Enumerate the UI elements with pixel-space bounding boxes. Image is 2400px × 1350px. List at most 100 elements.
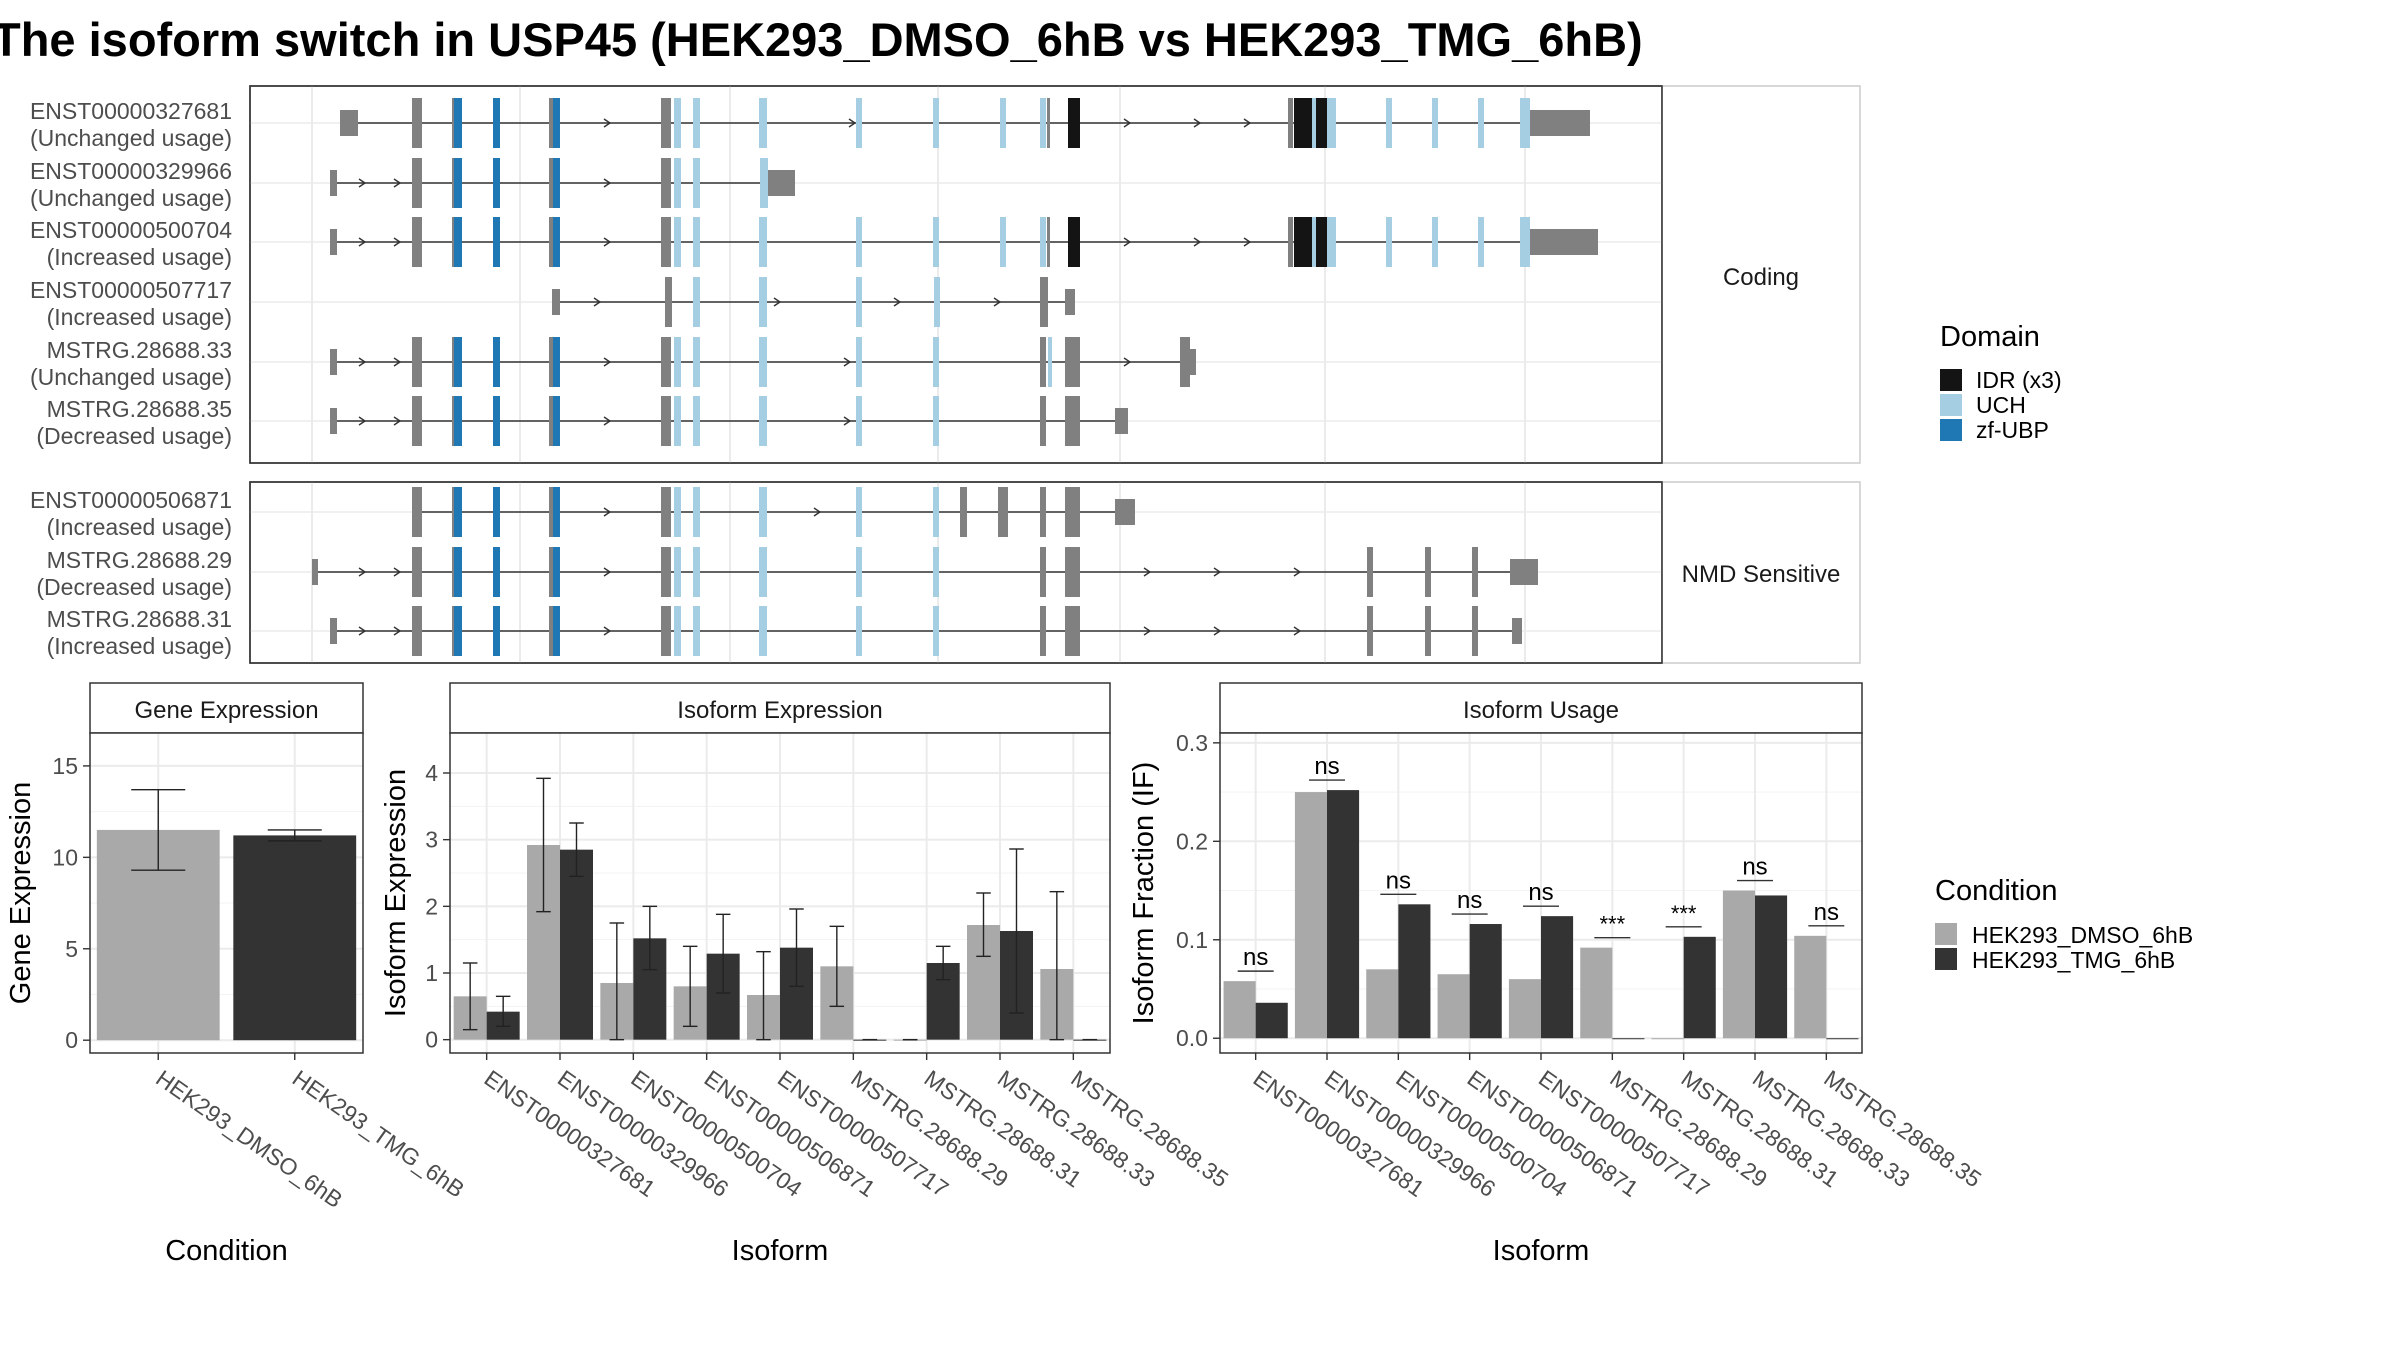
direction-arrow [603, 507, 612, 517]
direction-arrow [603, 357, 612, 367]
exon-box [998, 487, 1008, 537]
exon-box [1425, 547, 1431, 597]
domain-exon-box [1520, 98, 1530, 148]
domain-exon-box [1327, 98, 1336, 148]
y-tick-label: 1 [425, 960, 438, 986]
direction-arrow [603, 118, 612, 128]
exon-box [452, 158, 455, 208]
bar [1755, 895, 1788, 1039]
direction-arrow [1143, 567, 1152, 577]
facet-strip [1661, 85, 1861, 464]
domain-exon-box [759, 547, 767, 597]
domain-exon-box [493, 98, 500, 148]
exon-box [330, 229, 337, 255]
legend-swatch-uch [1940, 394, 1962, 416]
domain-exon-box [693, 98, 700, 148]
isoform-id-label: MSTRG.28688.35 [47, 396, 232, 422]
direction-arrow [393, 416, 402, 426]
significance-label: ns [1742, 854, 1767, 881]
exon-box [549, 547, 553, 597]
direction-arrow [848, 118, 857, 128]
exon-box [960, 487, 967, 537]
isoform-usage-label: (Decreased usage) [36, 574, 232, 600]
direction-arrow [358, 416, 367, 426]
domain-exon-box [759, 277, 767, 327]
bar [1826, 1038, 1859, 1040]
exon-box [661, 547, 671, 597]
bar [1437, 974, 1470, 1039]
direction-arrow [1123, 357, 1132, 367]
chart-title: Isoform Usage [1463, 697, 1619, 724]
domain-exon-box [693, 547, 700, 597]
domain-exon-box [1000, 217, 1006, 267]
domain-exon-box [856, 277, 862, 327]
direction-arrow [843, 416, 852, 426]
domain-legend-title: Domain [1940, 321, 2040, 353]
direction-arrow [358, 626, 367, 636]
exon-box [1472, 547, 1478, 597]
exon-box [1472, 606, 1478, 656]
exon-box [330, 618, 337, 644]
domain-exon-box [493, 487, 500, 537]
significance-label: ns [1814, 899, 1839, 926]
exon-box [412, 98, 422, 148]
domain-exon-box [1327, 217, 1336, 267]
domain-exon-box [454, 337, 462, 387]
domain-exon-box [493, 396, 500, 446]
exon-box [412, 487, 422, 537]
bar [1580, 947, 1613, 1039]
chart-title: Isoform Expression [677, 697, 882, 724]
exon-box [661, 217, 671, 267]
domain-exon-box [674, 158, 681, 208]
exon-box [452, 217, 455, 267]
bar [1398, 904, 1431, 1039]
exon-box [452, 396, 455, 446]
domain-exon-box [933, 487, 939, 537]
bar [1508, 979, 1541, 1039]
significance-label: ns [1243, 944, 1268, 971]
direction-arrow [1123, 118, 1132, 128]
bar [1722, 890, 1755, 1039]
domain-exon-box [856, 487, 862, 537]
exon-box [1530, 110, 1590, 136]
direction-arrow [1123, 237, 1132, 247]
isoform-usage-label: (Increased usage) [47, 633, 232, 659]
bar [1327, 790, 1360, 1039]
exon-box [1040, 606, 1046, 656]
isoform-usage-label: (Unchanged usage) [30, 364, 232, 390]
exon-box [1530, 229, 1598, 255]
domain-exon-box [454, 396, 462, 446]
exon-box [661, 606, 671, 656]
domain-exon-box [1432, 98, 1438, 148]
domain-exon-box [693, 217, 700, 267]
direction-arrow [1193, 118, 1202, 128]
condition-legend-title: Condition [1935, 875, 2058, 907]
exon-box [412, 547, 422, 597]
plot-border [89, 732, 364, 1054]
domain-exon-box [933, 98, 939, 148]
domain-exon-box [454, 158, 462, 208]
direction-arrow [603, 567, 612, 577]
bar [1651, 1038, 1684, 1040]
direction-arrow [1293, 567, 1302, 577]
exon-box [412, 396, 422, 446]
domain-exon-box [553, 98, 560, 148]
domain-exon-box [1312, 217, 1316, 267]
legend-label-zf-ubp: zf-UBP [1976, 417, 2049, 443]
significance-label: *** [1599, 912, 1625, 937]
exon-box [1065, 337, 1080, 387]
legend-label-tmg: HEK293_TMG_6hB [1972, 947, 2175, 973]
exon-box [549, 487, 553, 537]
domain-exon-box [493, 547, 500, 597]
exon-box [661, 487, 671, 537]
x-axis-title: Condition [165, 1235, 288, 1267]
domain-exon-box [454, 217, 462, 267]
exon-box [549, 337, 553, 387]
significance-label: ns [1386, 867, 1411, 894]
domain-exon-box [759, 396, 767, 446]
x-axis-title: Isoform [1493, 1235, 1590, 1267]
isoform-usage-label: (Unchanged usage) [30, 125, 232, 151]
domain-exon-box [1048, 337, 1052, 387]
bar [1294, 792, 1327, 1039]
domain-exon-box [674, 487, 681, 537]
